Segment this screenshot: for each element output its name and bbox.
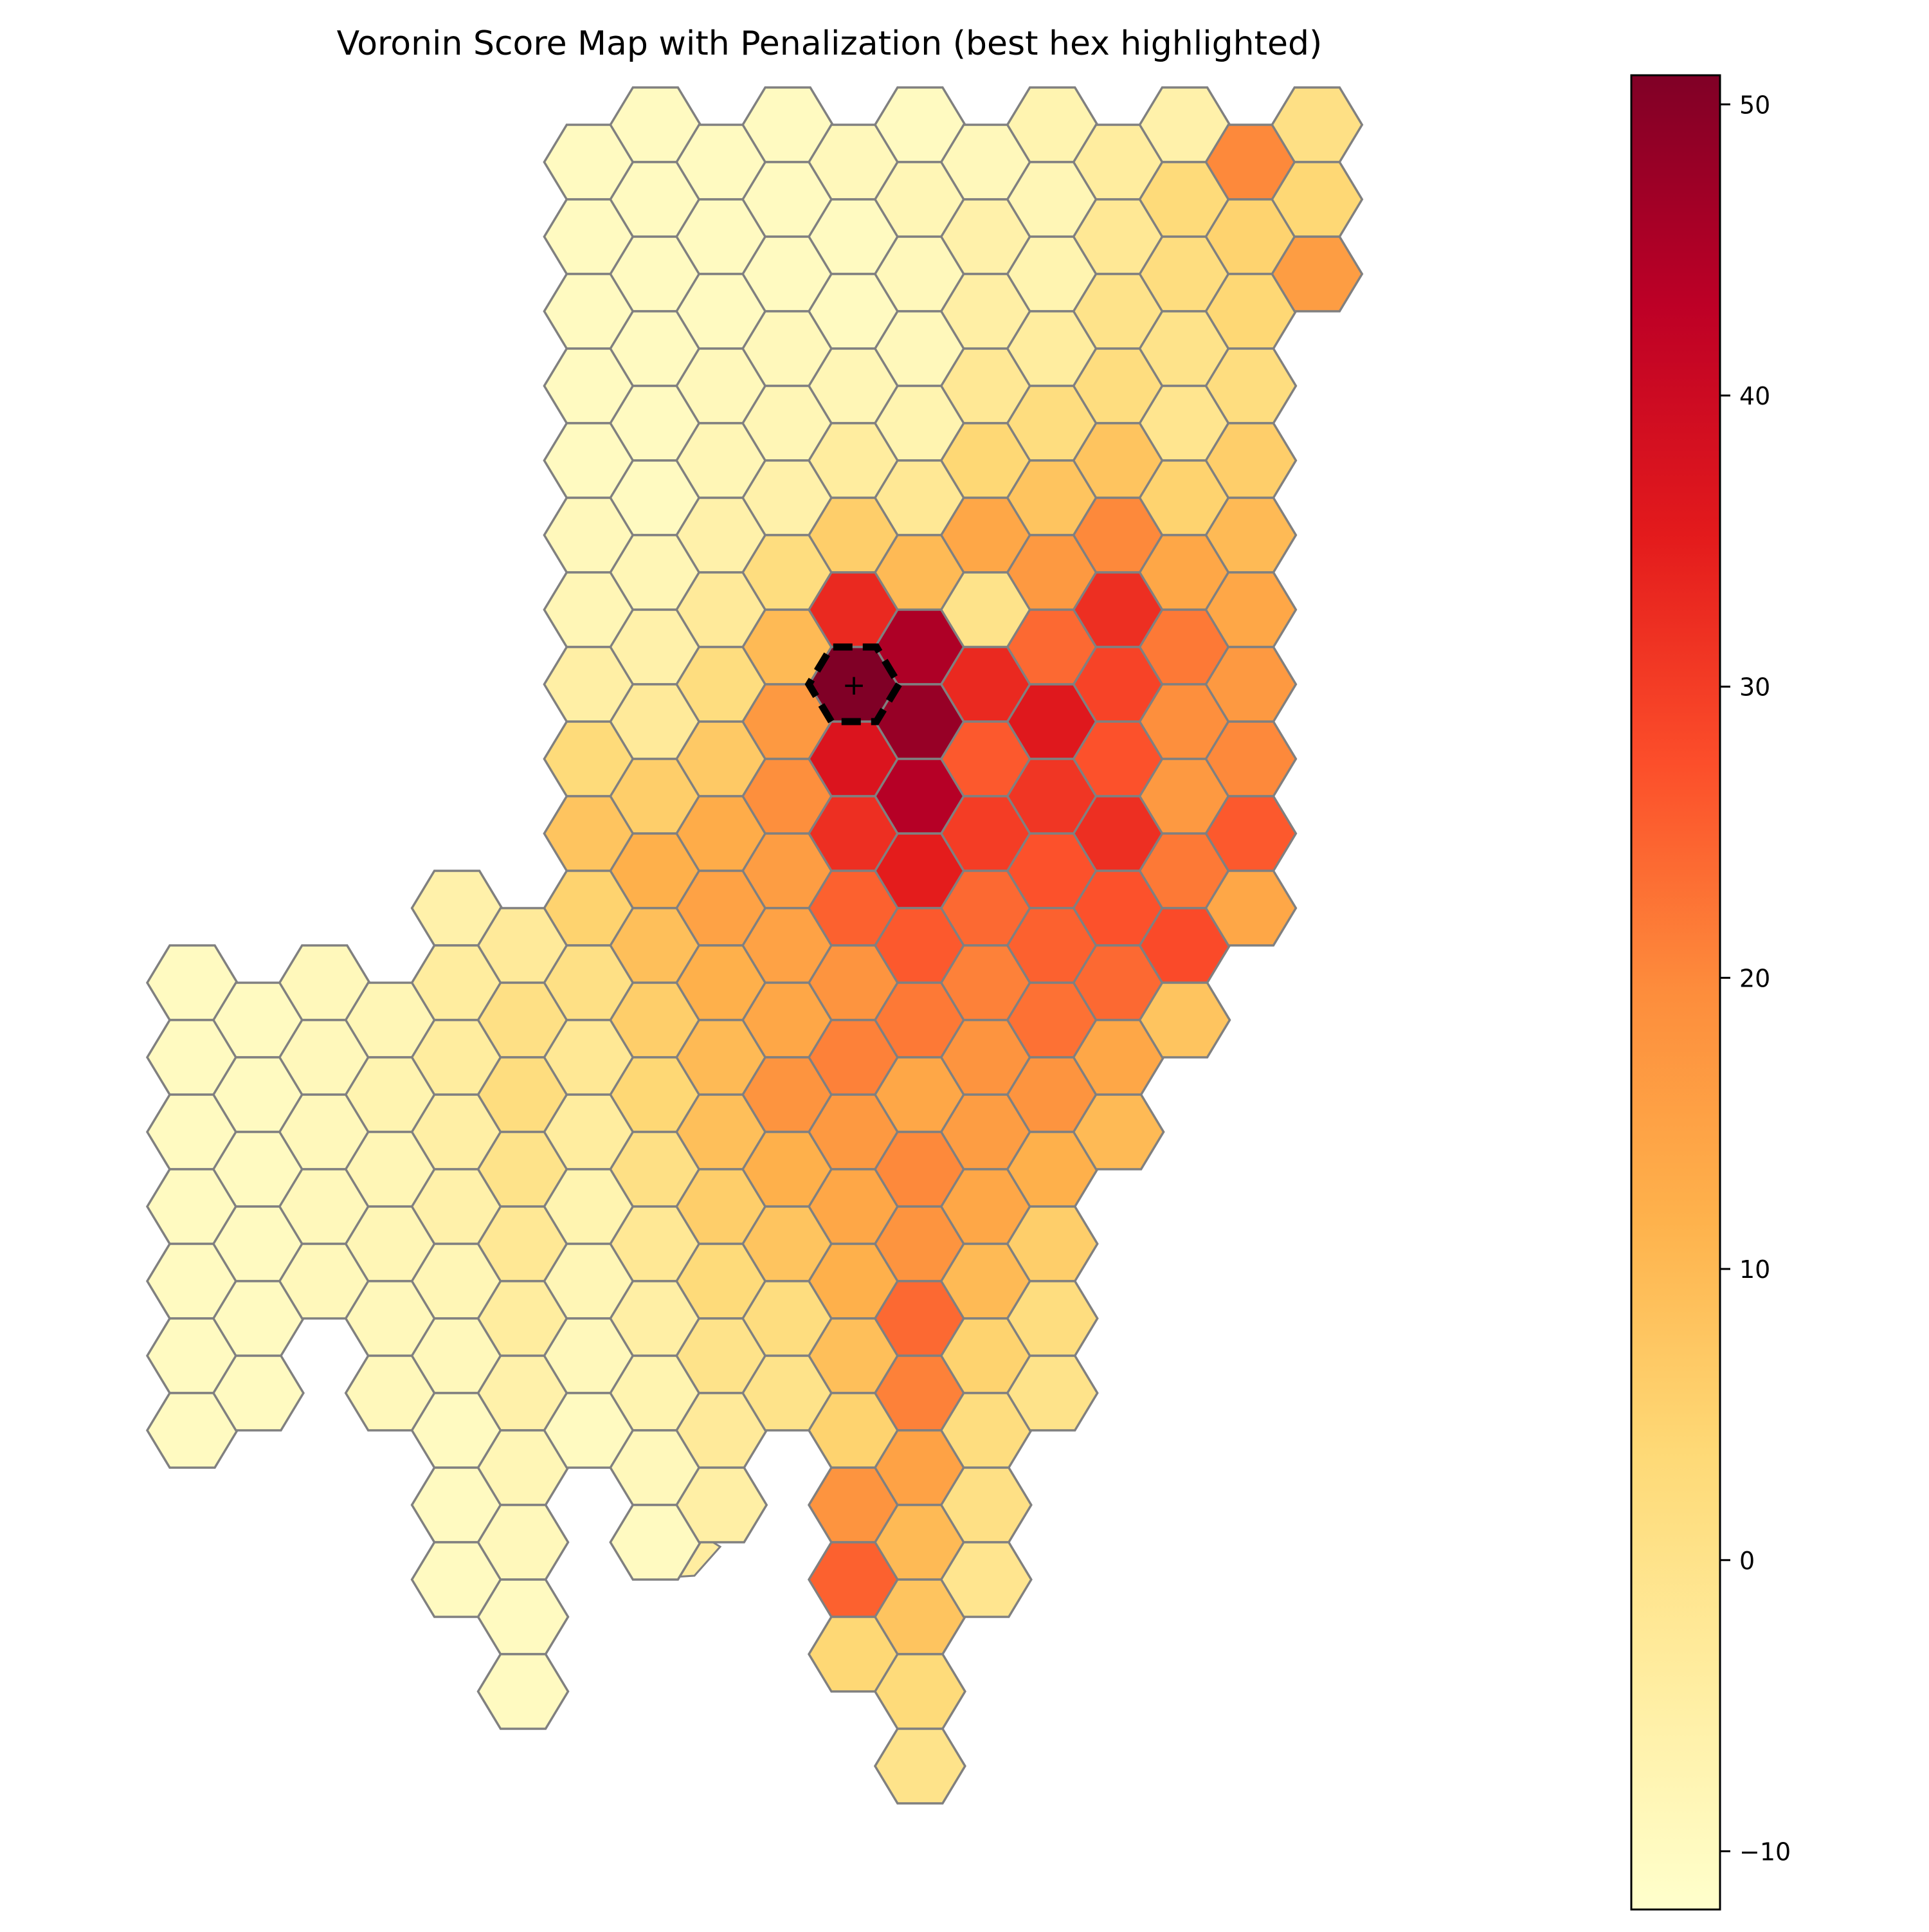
colorbar-tick-label: 40 (1739, 382, 1770, 410)
colorbar-tick-label: −10 (1739, 1837, 1791, 1866)
hex-cell (476, 1653, 570, 1730)
hex-cell (873, 1727, 966, 1805)
best-hex-outline (804, 643, 903, 725)
map-title: Voronin Score Map with Penalization (bes… (336, 24, 1323, 63)
hex-cell (1204, 870, 1298, 947)
colorbar-tick-label: 20 (1739, 964, 1770, 992)
hex-cell (1006, 1354, 1099, 1432)
best-hex-marker: + (842, 669, 866, 702)
colorbar-ticks: 50 40 30 20 10 0 −10 (1720, 91, 1791, 1866)
hex-cell (1072, 1093, 1165, 1171)
hex-cell (939, 1541, 1033, 1618)
hex-grid (145, 86, 1364, 1805)
colorbar-tick-label: 50 (1739, 91, 1770, 119)
colorbar-gradient (1630, 74, 1721, 1911)
hex-cell (212, 1354, 305, 1432)
colorbar-tick-label: 30 (1739, 673, 1770, 702)
colorbar-tick-label: 10 (1739, 1255, 1770, 1284)
hex-cell (1271, 235, 1364, 313)
colorbar-tick-label: 0 (1739, 1547, 1755, 1575)
hex-cell (1138, 981, 1231, 1059)
best-hex-layer: + (804, 643, 903, 725)
hex-cell (675, 1466, 768, 1544)
